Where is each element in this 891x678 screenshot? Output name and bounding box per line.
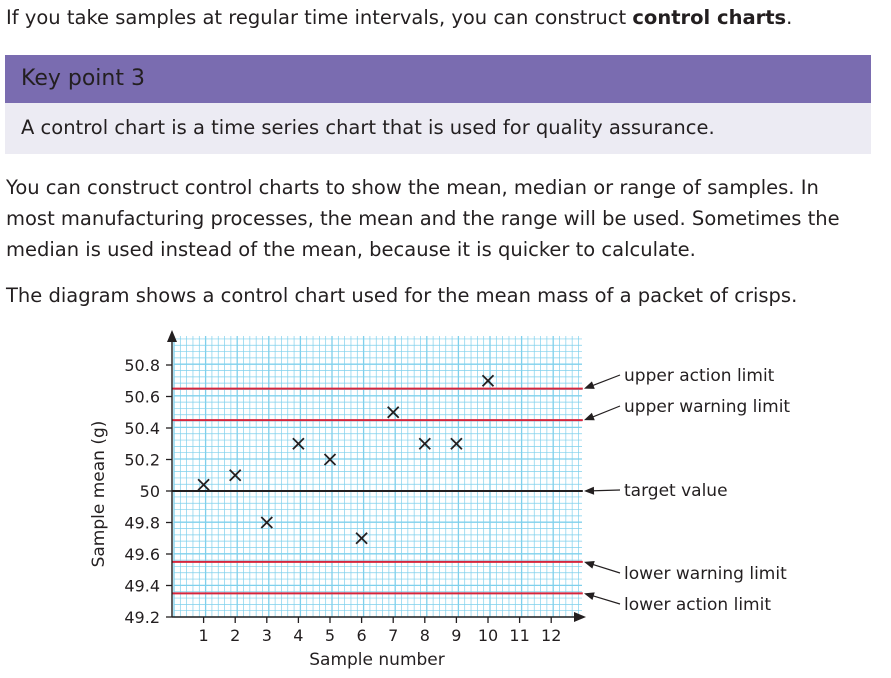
x-tick-label: 5 (325, 626, 335, 645)
data-point-8 (418, 437, 431, 450)
y-tick-label: 50 (140, 482, 160, 501)
data-point-7 (387, 406, 400, 419)
x-tick-label: 4 (293, 626, 303, 645)
y-tick-label: 49.6 (124, 545, 160, 564)
y-tick-label: 49.4 (124, 577, 160, 596)
chart-limit-lines (172, 387, 583, 595)
data-point-4 (292, 437, 305, 450)
paragraph-diagram-intro: The diagram shows a control chart used f… (6, 284, 798, 307)
intro-text: If you take samples at regular time inte… (6, 4, 792, 32)
y-tick-label: 49.8 (124, 514, 160, 533)
limit-label-text: lower action limit (624, 595, 771, 615)
y-tick-label: 49.2 (124, 608, 160, 627)
limit-label-2: target value (584, 481, 728, 501)
y-tick-label: 50.6 (124, 388, 160, 407)
x-axis-arrow (574, 612, 586, 622)
key-point-box: Key point 3 A control chart is a time se… (5, 55, 871, 154)
x-tick-label: 12 (541, 626, 561, 645)
data-point-2 (229, 469, 242, 482)
x-tick-label: 2 (230, 626, 240, 645)
limit-label-text: upper warning limit (624, 397, 790, 417)
paragraph-line-2: most manufacturing processes, the mean a… (6, 207, 840, 230)
key-point-title: Key point 3 (21, 66, 145, 91)
paragraph-line-3: median is used instead of the mean, beca… (6, 238, 696, 261)
key-point-text: A control chart is a time series chart t… (21, 116, 715, 139)
key-point-header (5, 55, 871, 103)
chart-x-axis-label: Sample number (309, 650, 445, 670)
limit-label-1: upper warning limit (584, 397, 790, 421)
limit-label-4: lower action limit (584, 592, 771, 615)
x-tick-label: 1 (199, 626, 209, 645)
data-point-10 (481, 374, 495, 387)
data-point-1 (197, 478, 210, 491)
limit-label-text: upper action limit (624, 366, 775, 386)
y-tick-label: 50.8 (124, 356, 160, 375)
limit-label-0: upper action limit (584, 366, 775, 389)
limit-label-text: lower warning limit (624, 564, 787, 584)
data-point-5 (323, 453, 337, 466)
paragraph-line-1: You can construct control charts to show… (6, 176, 819, 199)
chart-y-axis-label: Sample mean (g) (89, 421, 109, 568)
intro-text-before: If you take samples at regular time inte… (6, 6, 633, 29)
intro-bold-term: control charts (632, 6, 787, 29)
data-point-6 (355, 532, 368, 545)
data-point-3 (260, 516, 273, 529)
y-axis-arrow (167, 330, 177, 342)
chart-grid (173, 336, 582, 618)
x-tick-label: 7 (388, 626, 398, 645)
y-tick-label: 50.2 (124, 451, 160, 470)
chart-limit-labels: upper action limit upper warning limit tar… (584, 366, 790, 615)
x-tick-label: 10 (478, 626, 498, 645)
x-tick-label: 8 (420, 626, 430, 645)
intro-text-after: . (786, 6, 793, 29)
limit-label-text: target value (624, 481, 728, 501)
data-point-9 (450, 437, 463, 450)
x-tick-label: 9 (451, 626, 461, 645)
x-tick-label: 11 (509, 626, 529, 645)
y-tick-label: 50.4 (124, 419, 160, 438)
x-tick-label: 3 (262, 626, 272, 645)
limit-label-3: lower warning limit (584, 561, 787, 584)
x-tick-label: 6 (357, 626, 367, 645)
chart-points (197, 374, 495, 545)
